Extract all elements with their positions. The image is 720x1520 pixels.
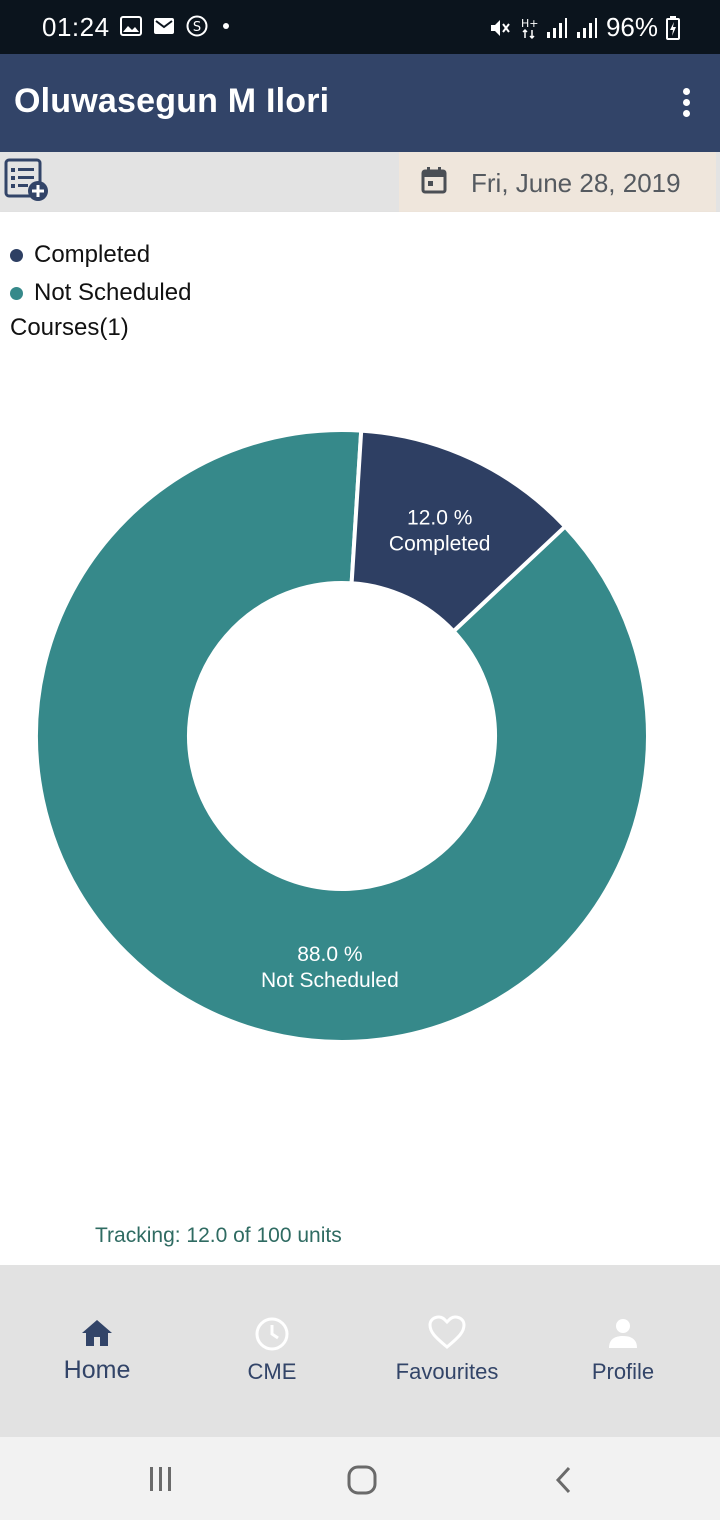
calendar-icon (421, 167, 447, 194)
battery-charging-icon (666, 15, 680, 40)
h-plus-data-icon: H+ (521, 17, 538, 39)
back-icon[interactable] (553, 1465, 575, 1495)
nav-favourites[interactable]: Favourites (357, 1313, 537, 1385)
svg-text:H+: H+ (521, 17, 538, 30)
bottom-nav: Home CME Favourites Profile (0, 1265, 720, 1437)
add-course-button[interactable] (4, 157, 50, 203)
slice-category-label: Not Scheduled (261, 969, 399, 992)
mail-icon (154, 18, 174, 34)
toolbar-row: Fri, June 28, 2019 (0, 152, 720, 212)
slice-category-label: Completed (389, 532, 491, 555)
nav-label: Home (63, 1356, 131, 1384)
legend-item-not-scheduled: Not Scheduled (10, 274, 191, 312)
status-time: 01:24 (42, 12, 110, 42)
playlist-add-icon (4, 158, 48, 201)
dot-icon (223, 23, 229, 29)
app-bar: Oluwasegun M Ilori (0, 54, 720, 152)
date-text: Fri, June 28, 2019 (471, 168, 681, 198)
app-title: Oluwasegun M Ilori (14, 82, 330, 120)
legend-label: Not Scheduled (34, 279, 192, 306)
nav-cme[interactable]: CME (182, 1313, 362, 1385)
recents-icon[interactable] (147, 1465, 175, 1493)
date-selector[interactable]: Fri, June 28, 2019 (399, 152, 716, 212)
legend-label: Completed (34, 241, 151, 268)
donut-slice-not-scheduled[interactable] (34, 428, 650, 1044)
slice-value-label: 12.0 % (407, 506, 472, 529)
chart-legend: Completed Not Scheduled (10, 236, 191, 312)
system-nav (0, 1437, 720, 1520)
more-vert-icon[interactable] (680, 88, 692, 120)
courses-count: Courses(1) (10, 314, 129, 341)
nav-home[interactable]: Home (7, 1313, 187, 1385)
heart-icon (428, 1315, 466, 1349)
nav-label: Profile (591, 1359, 655, 1384)
nav-label: Favourites (395, 1359, 499, 1384)
progress-card: Completed Not Scheduled Courses(1) 88.0 … (0, 212, 720, 1265)
slice-value-label: 88.0 % (297, 943, 362, 966)
nav-label: CME (247, 1359, 297, 1384)
person-icon (609, 1319, 637, 1348)
donut-slice-completed[interactable] (349, 428, 568, 635)
clock-icon (255, 1317, 289, 1351)
legend-dot (10, 248, 23, 262)
signal-icon (576, 17, 597, 38)
nav-profile[interactable]: Profile (533, 1313, 713, 1385)
legend-item-completed: Completed (10, 236, 191, 274)
legend-dot (10, 286, 23, 300)
s-coin-icon: S (186, 15, 208, 37)
tracking-text: Tracking: 12.0 of 100 units (95, 1224, 342, 1247)
image-icon (120, 16, 142, 36)
donut-chart: 88.0 % Not Scheduled 12.0 % Completed (34, 428, 650, 1044)
status-bar: 01:24 S H+ 96% (0, 0, 720, 54)
home-icon (82, 1320, 112, 1346)
battery-percent: 96% (605, 12, 658, 42)
svg-text:S: S (193, 20, 201, 35)
mute-icon (490, 19, 510, 36)
signal-icon (546, 17, 567, 38)
home-circle-icon[interactable] (346, 1465, 378, 1495)
